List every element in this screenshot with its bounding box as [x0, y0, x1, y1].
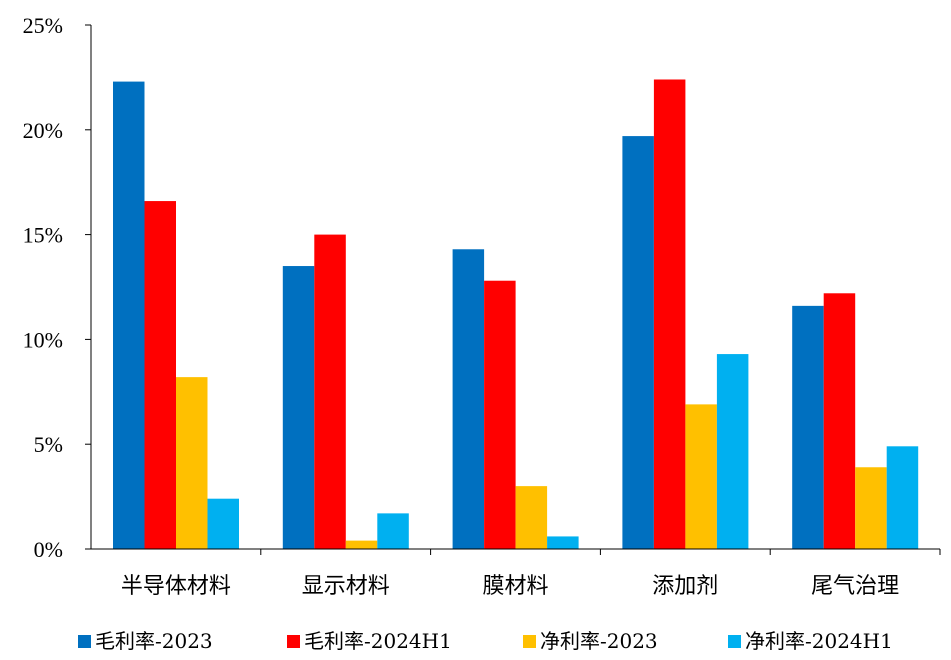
bar-1-series-3 [176, 377, 208, 549]
x-category-label: 显示材料 [302, 574, 390, 599]
bar-5-series-4 [886, 446, 919, 549]
bar-5-series-2 [823, 293, 856, 549]
x-category-label: 膜材料 [482, 574, 548, 599]
legend-label: 毛利率-2024H1 [304, 629, 452, 653]
legend-swatch [523, 635, 536, 648]
bar-4-series-3 [685, 404, 717, 549]
bar-1-series-4 [207, 498, 239, 549]
legend-label: 毛利率-2023 [95, 629, 213, 653]
bar-1-series-1 [113, 81, 145, 549]
legend-label: 净利率-2024H1 [745, 629, 893, 653]
bar-5-series-1 [792, 305, 824, 549]
bar-5-series-3 [855, 467, 887, 549]
legend-label: 净利率-2023 [540, 629, 658, 653]
y-tick-label: 10% [23, 327, 63, 352]
legend-swatch [287, 635, 300, 648]
y-ticks: 0% 5% 10% 15% 20% 25% [23, 13, 91, 562]
bar-2-series-2 [314, 234, 346, 549]
x-category-labels: 半导体材料 显示材料 膜材料 添加剂 尾气治理 [121, 574, 899, 599]
bar-3-series-3 [515, 486, 548, 549]
axes-layer [90, 25, 941, 555]
bar-4-series-2 [653, 79, 686, 549]
legend-swatch [728, 635, 741, 648]
bar-4-series-1 [622, 136, 654, 549]
y-tick-label: 5% [34, 432, 63, 457]
legend-swatch [78, 635, 91, 648]
y-tick-label: 15% [23, 223, 63, 248]
bar-4-series-4 [716, 354, 749, 549]
bar-1-series-2 [144, 201, 176, 549]
bar-2-series-1 [282, 266, 315, 549]
bar-3-series-2 [484, 280, 516, 549]
bar-3-series-4 [547, 536, 579, 549]
x-category-label: 尾气治理 [811, 574, 899, 599]
legend: 毛利率-2023 毛利率-2024H1 净利率-2023 净利率-2024H1 [78, 629, 893, 653]
bar-3-series-1 [452, 249, 485, 549]
x-category-label: 半导体材料 [121, 574, 231, 599]
y-tick-label: 0% [34, 537, 63, 562]
bars-layer [113, 79, 919, 549]
bar-2-series-4 [377, 513, 409, 549]
x-category-label: 添加剂 [652, 574, 718, 599]
y-tick-label: 20% [23, 118, 63, 143]
bar-2-series-3 [345, 540, 378, 549]
y-tick-label: 25% [23, 13, 63, 38]
